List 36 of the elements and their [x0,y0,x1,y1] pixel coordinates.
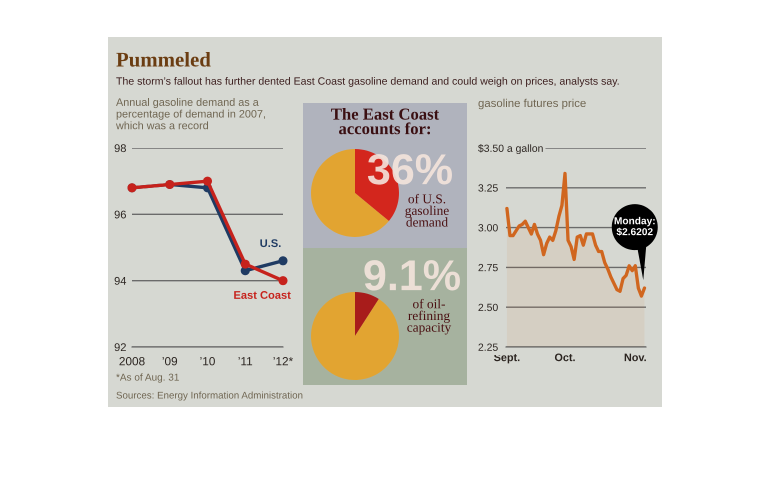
y-tick-label: 96 [114,210,126,218]
series-label: U.S. [260,239,281,248]
source-note: Sources: Energy Information Administration [116,391,302,401]
x-tick-label: Oct. [554,354,575,362]
y-tick-label: 2.50 [478,304,498,312]
y-tick-label: 3.00 [478,224,498,232]
series-label: East Coast [234,291,291,299]
y-axis-title: Annual gasoline demand as a percentage of demand in 2007, which was a record [116,98,265,130]
y-tick-label: 3.25 [478,184,498,192]
pie-slice [311,292,399,380]
y-tick-label: 92 [114,343,126,352]
y-tick-label: 94 [114,276,126,285]
pie-slice [355,292,379,336]
point [240,260,250,269]
text: *As of Aug. 31 [116,373,179,383]
y-tick-label: 2.25 [478,344,498,351]
x-tick-label: ’12* [274,357,293,366]
chart-title: gasoline futures price [478,98,586,110]
text: The storm’s fallout has further dented East Coast gasoline demand and could weigh on prices, analysts say. [116,77,619,87]
point [202,176,212,186]
y-tick-label: $3.50 a gallon [478,144,543,154]
y-tick-label: 2.75 [478,264,498,272]
data-label: 9.1% [364,260,460,291]
chart-title: The East Coast accounts for: [331,108,440,134]
point [278,256,288,266]
x-tick-label: ’10 [200,357,215,366]
slice-label: of U.S. gasoline demand [405,194,449,227]
x-tick-label: 2008 [119,357,145,366]
chart-title: Pummeled [116,52,211,67]
slice-label: of oil- refining capacity [407,298,452,335]
x-tick-label: ’09 [162,357,178,366]
x-tick-label: Nov. [624,354,646,362]
y-tick-label: 98 [114,144,126,152]
point [278,276,288,286]
annotation: Monday: $2.6202 [614,216,655,236]
x-tick-label: ’11 [238,357,252,366]
